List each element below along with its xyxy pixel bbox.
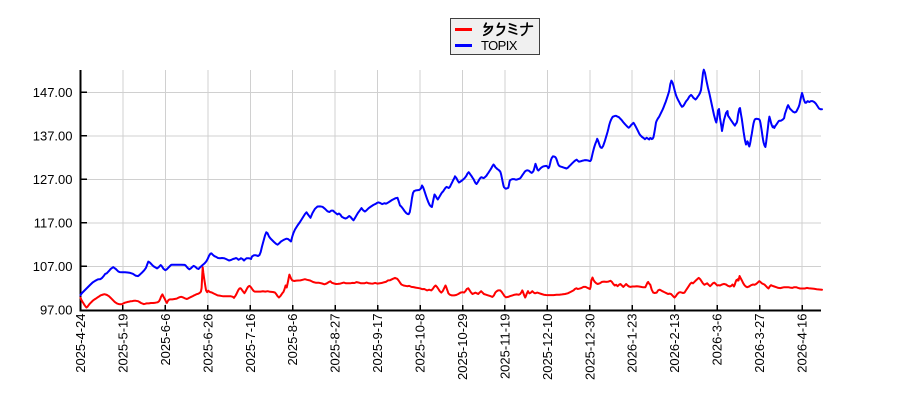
- svg-text:TOPIX: TOPIX: [481, 38, 518, 53]
- svg-text:2025-5-19: 2025-5-19: [115, 314, 130, 373]
- svg-text:2026-2-13: 2026-2-13: [667, 314, 682, 373]
- svg-text:2025-6-26: 2025-6-26: [200, 314, 215, 373]
- svg-text:2025-12-10: 2025-12-10: [540, 314, 555, 381]
- svg-text:2025-9-17: 2025-9-17: [370, 314, 385, 373]
- svg-text:107.00: 107.00: [33, 259, 73, 274]
- svg-text:2025-11-19: 2025-11-19: [497, 314, 512, 380]
- svg-text:2025-4-24: 2025-4-24: [73, 314, 88, 373]
- svg-text:2026-3-27: 2026-3-27: [752, 314, 767, 373]
- svg-text:2025-10-8: 2025-10-8: [413, 314, 428, 373]
- svg-text:2026-3-6: 2026-3-6: [710, 314, 725, 366]
- svg-text:127.00: 127.00: [33, 172, 73, 187]
- svg-text:2025-8-6: 2025-8-6: [285, 314, 300, 366]
- svg-text:117.00: 117.00: [34, 215, 73, 230]
- svg-text:2025-8-27: 2025-8-27: [328, 314, 343, 373]
- svg-text:137.00: 137.00: [33, 128, 73, 143]
- svg-text:2026-4-16: 2026-4-16: [795, 314, 810, 373]
- svg-text:2025-10-29: 2025-10-29: [455, 314, 470, 381]
- svg-text:2026-1-23: 2026-1-23: [625, 314, 640, 373]
- svg-text:147.00: 147.00: [33, 85, 73, 100]
- svg-text:2025-6-6: 2025-6-6: [158, 314, 173, 366]
- svg-text:97.00: 97.00: [40, 303, 73, 318]
- svg-text:2025-12-30: 2025-12-30: [582, 314, 597, 381]
- svg-text:2025-7-16: 2025-7-16: [243, 314, 258, 373]
